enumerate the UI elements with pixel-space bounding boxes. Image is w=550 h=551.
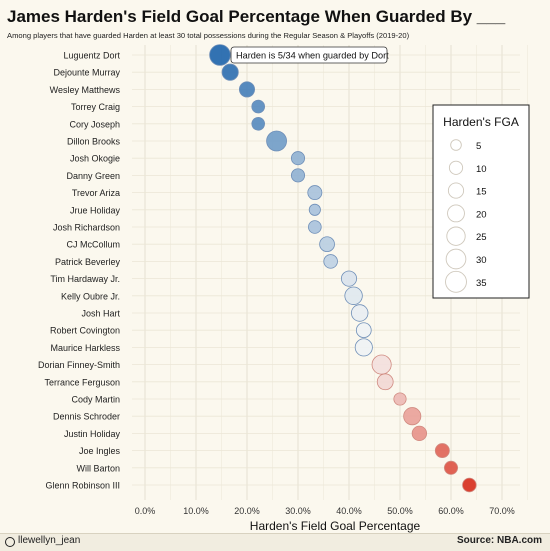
- data-point: [351, 304, 369, 322]
- chart-subtitle: Among players that have guarded Harden a…: [7, 31, 410, 40]
- data-point: [307, 185, 323, 201]
- y-tick-label: CJ McCollum: [66, 240, 120, 250]
- data-point: [323, 254, 338, 269]
- y-tick-label: Cory Joseph: [69, 119, 120, 129]
- x-tick-label: 50.0%: [387, 506, 413, 516]
- annotation-box: [230, 46, 388, 64]
- legend-size-label: 15: [476, 187, 487, 198]
- x-tick-label: 40.0%: [336, 506, 362, 516]
- data-point: [308, 203, 321, 216]
- y-tick-label: Will Barton: [76, 463, 120, 473]
- legend-size-label: 30: [476, 255, 487, 266]
- data-point: [462, 477, 477, 493]
- data-point: [221, 63, 239, 81]
- data-point: [209, 44, 231, 66]
- footer-handle: llewellyn_jean: [18, 535, 81, 546]
- x-tick-label: 60.0%: [438, 506, 464, 516]
- y-tick-label: Tim Hardaway Jr.: [50, 274, 120, 284]
- data-point: [251, 99, 266, 114]
- y-tick-label: Patrick Beverley: [55, 257, 121, 267]
- data-point: [411, 425, 428, 442]
- y-tick-label: Wesley Matthews: [50, 85, 121, 95]
- legend-size-circle: [447, 182, 465, 199]
- y-tick-label: Maurice Harkless: [50, 343, 120, 353]
- data-point: [319, 236, 335, 253]
- data-point: [266, 130, 287, 152]
- y-tick-label: Robert Covington: [50, 326, 120, 336]
- y-tick-label: Josh Okogie: [70, 154, 120, 164]
- y-tick-label: Dennis Schroder: [53, 412, 120, 422]
- data-point: [340, 270, 358, 287]
- legend-size-circle: [445, 270, 467, 293]
- footer-source: Source: NBA.com: [456, 535, 542, 546]
- y-tick-label: Trevor Ariza: [72, 188, 120, 198]
- data-point: [376, 373, 394, 391]
- y-tick-label: Dorian Finney-Smith: [38, 360, 120, 370]
- legend-size-circle: [448, 160, 464, 175]
- legend-size-circle: [447, 204, 465, 223]
- legend-size-circle: [445, 248, 467, 270]
- y-tick-label: Luguentz Dort: [63, 51, 120, 61]
- data-point: [290, 168, 306, 183]
- legend-title: Harden's FGA: [443, 115, 519, 129]
- y-tick-label: Terrance Ferguson: [44, 377, 120, 387]
- y-tick-label: Kelly Oubre Jr.: [61, 291, 120, 301]
- x-tick-label: 70.0%: [489, 506, 515, 516]
- data-point: [290, 151, 306, 166]
- legend-size-label: 10: [476, 164, 487, 175]
- legend-size-label: 25: [476, 232, 487, 243]
- annotation-text: Harden is 5/34 when guarded by Dort: [236, 51, 389, 61]
- y-tick-label: Glenn Robinson III: [45, 481, 120, 491]
- legend-size-label: 35: [476, 278, 487, 289]
- data-point: [344, 286, 363, 305]
- twitter-logo-icon: [5, 537, 15, 547]
- x-tick-label: 0.0%: [135, 506, 156, 516]
- y-tick-label: Josh Hart: [81, 309, 120, 319]
- y-tick-label: Danny Green: [66, 171, 120, 181]
- y-tick-label: Jrue Holiday: [70, 205, 121, 215]
- chart-title: James Harden's Field Goal Percentage Whe…: [7, 7, 506, 26]
- data-point: [393, 392, 407, 406]
- x-tick-label: 30.0%: [285, 506, 311, 516]
- x-tick-label: 20.0%: [234, 506, 260, 516]
- legend-box: [432, 104, 530, 299]
- data-point: [308, 220, 322, 234]
- data-point: [443, 460, 459, 475]
- y-tick-label: Justin Holiday: [64, 429, 121, 439]
- data-point: [403, 407, 422, 426]
- x-axis-label: Harden's Field Goal Percentage: [250, 519, 421, 533]
- y-tick-label: Torrey Craig: [71, 102, 120, 112]
- y-tick-label: Dejounte Murray: [53, 68, 120, 78]
- x-tick-label: 10.0%: [183, 506, 209, 516]
- chart-svg: James Harden's Field Goal Percentage Whe…: [7, 7, 530, 533]
- data-point: [238, 81, 256, 98]
- footer: llewellyn_jean Source: NBA.com: [0, 533, 550, 551]
- legend-size-label: 20: [476, 209, 487, 220]
- data-point: [354, 338, 373, 357]
- legend-size-label: 5: [476, 141, 481, 152]
- y-tick-label: Josh Richardson: [53, 223, 120, 233]
- legend-size-circle: [446, 226, 466, 246]
- legend-size-circle: [450, 139, 462, 151]
- y-tick-label: Dillon Brooks: [67, 137, 121, 147]
- data-point: [355, 322, 372, 339]
- data-point: [251, 117, 266, 131]
- y-tick-label: Cody Martin: [71, 395, 120, 405]
- y-tick-label: Joe Ingles: [79, 446, 121, 456]
- data-point: [371, 354, 392, 375]
- data-point: [434, 443, 450, 459]
